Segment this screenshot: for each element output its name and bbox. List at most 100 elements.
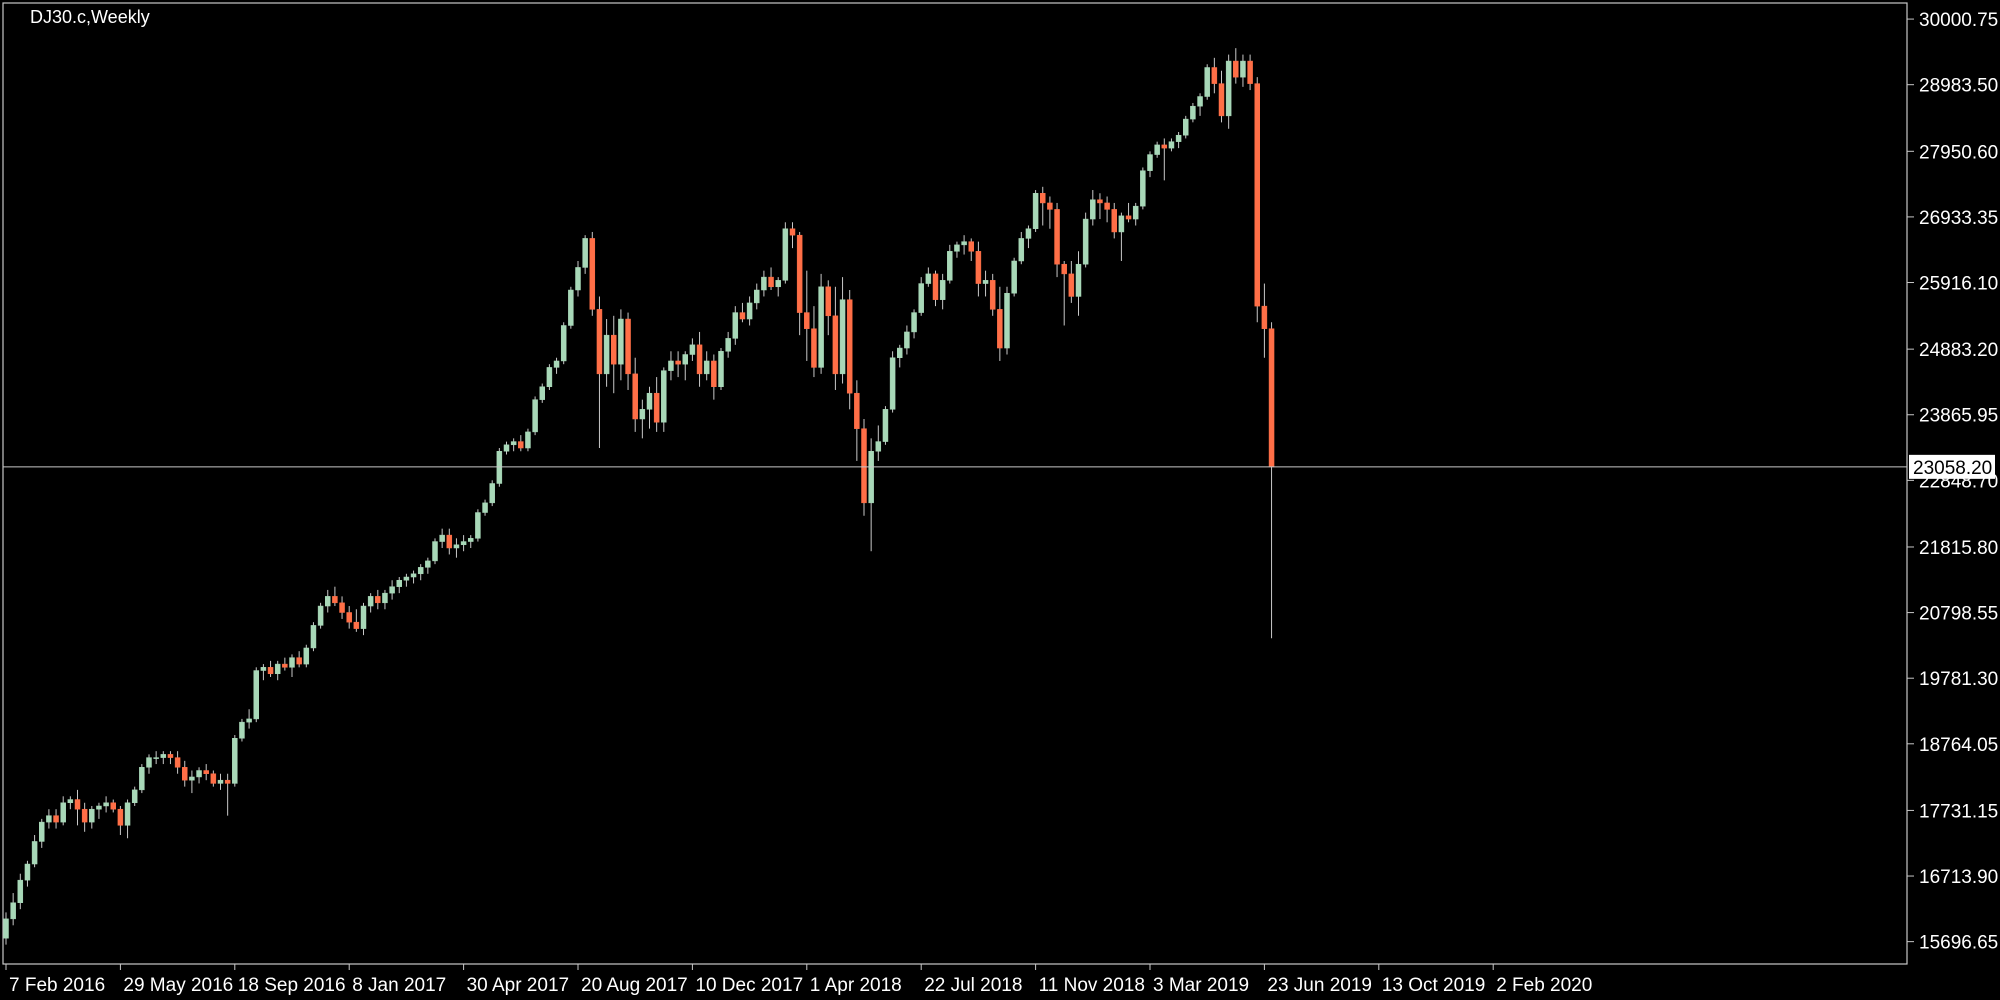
- bear-candle-body: [975, 251, 982, 284]
- bull-candle-body: [553, 360, 560, 368]
- bull-candle-body: [146, 757, 152, 768]
- bear-candle-body: [296, 657, 302, 665]
- bull-candle-body: [46, 815, 52, 823]
- bull-candle-body: [954, 244, 960, 252]
- bear-candle-body: [989, 280, 996, 310]
- bull-candle-body: [546, 367, 553, 388]
- bear-candle-body: [1111, 209, 1117, 233]
- bull-candle-body: [31, 841, 38, 865]
- bull-candle-body: [1183, 118, 1189, 136]
- x-tick-label: 22 Jul 2018: [924, 975, 1022, 996]
- bull-candle-body: [17, 879, 24, 903]
- bull-candle-body: [782, 228, 789, 281]
- bear-candle-body: [203, 770, 209, 774]
- bull-candle-body: [532, 399, 538, 433]
- y-tick-label: 20798.55: [1919, 604, 1998, 625]
- x-tick-label: 20 Aug 2017: [581, 975, 688, 996]
- plot-frame: [2, 2, 1908, 965]
- price-chart-plot[interactable]: [2, 2, 1908, 965]
- bear-candle-body: [589, 238, 596, 310]
- bear-candle-body: [854, 392, 860, 429]
- bull-candle-body: [775, 280, 781, 288]
- bear-candle-body: [353, 621, 360, 629]
- bull-candle-body: [289, 657, 295, 668]
- x-tick-label: 30 Apr 2017: [467, 975, 569, 996]
- bear-candle-body: [375, 596, 381, 604]
- bull-candle-body: [639, 409, 646, 420]
- bear-candle-body: [932, 273, 939, 300]
- y-tick-label: 16713.90: [1919, 867, 1998, 888]
- bull-candle-body: [196, 770, 202, 778]
- bear-candle-body: [596, 309, 603, 375]
- bull-candle-body: [425, 560, 431, 568]
- bull-candle-body: [1140, 170, 1146, 207]
- bull-candle-body: [918, 283, 924, 313]
- bull-candle-body: [897, 347, 903, 358]
- bull-candle-body: [317, 605, 324, 626]
- bull-candle-body: [382, 592, 388, 604]
- bull-candle-body: [468, 538, 474, 542]
- bull-candle-body: [575, 267, 581, 291]
- bull-candle-body: [718, 351, 724, 388]
- current-price-label-box: [1909, 454, 1995, 479]
- x-tick-label: 1 Apr 2018: [810, 975, 902, 996]
- bull-candle-body: [961, 241, 967, 246]
- bear-candle-body: [1211, 67, 1218, 84]
- bull-candle-body: [217, 779, 224, 784]
- bull-candle-body: [360, 605, 367, 629]
- y-tick-label: 23865.95: [1919, 406, 1998, 427]
- bear-candle-body: [1104, 202, 1110, 210]
- bull-candle-body: [417, 567, 424, 575]
- bull-candle-body: [67, 799, 74, 804]
- bull-candle-body: [367, 596, 374, 607]
- bear-candle-body: [789, 228, 796, 236]
- x-tick-label: 7 Feb 2016: [9, 975, 105, 996]
- y-tick-label: 28983.50: [1919, 76, 1998, 97]
- bull-candle-body: [453, 544, 460, 549]
- bull-candle-body: [947, 251, 953, 281]
- bull-candle-body: [410, 573, 417, 578]
- bull-candle-body: [432, 541, 438, 562]
- bear-candle-body: [346, 612, 352, 623]
- bull-candle-body: [10, 902, 16, 920]
- bull-candle-body: [439, 534, 445, 542]
- bear-candle-body: [796, 234, 803, 313]
- chart-title: DJ30.c,Weekly: [30, 7, 150, 27]
- bull-candle-body: [246, 718, 252, 723]
- bull-candle-body: [875, 441, 882, 452]
- bull-candle-body: [503, 444, 510, 452]
- bear-candle-body: [1054, 209, 1060, 265]
- bull-candle-body: [1154, 144, 1160, 155]
- bull-candle-body: [103, 802, 109, 807]
- y-tick-label: 30000.75: [1919, 10, 1998, 31]
- bear-candle-body: [182, 767, 188, 781]
- y-tick-label: 21815.80: [1919, 538, 1998, 559]
- bull-candle-body: [496, 451, 503, 484]
- axes-group: 30000.75 28983.50 27950.60 26933.35 25916.10…: [3, 10, 1998, 996]
- bear-candle-body: [811, 328, 817, 368]
- bull-candle-body: [303, 647, 310, 665]
- bull-candle-body: [396, 579, 402, 587]
- bull-candle-body: [139, 767, 145, 791]
- bull-candle-body: [24, 863, 31, 881]
- bull-candle-body: [603, 334, 610, 375]
- bear-candle-body: [846, 299, 853, 394]
- x-tick-label: 18 Sep 2016: [238, 975, 346, 996]
- bull-candle-body: [1225, 60, 1232, 117]
- bull-candle-body: [839, 299, 846, 375]
- bull-candle-body: [39, 821, 45, 842]
- bear-candle-body: [611, 334, 617, 365]
- y-tick-label: 24883.20: [1919, 340, 1998, 361]
- bull-candle-body: [911, 312, 917, 333]
- bull-candle-body: [882, 409, 889, 442]
- x-tick-label: 13 Oct 2019: [1382, 975, 1486, 996]
- x-tick-label: 10 Dec 2017: [695, 975, 803, 996]
- x-tick-label: 2 Feb 2020: [1496, 975, 1592, 996]
- bear-candle-body: [339, 602, 345, 613]
- bull-candle-body: [1090, 199, 1096, 220]
- bear-candle-body: [653, 392, 660, 423]
- bull-candle-body: [868, 451, 874, 504]
- x-tick-label: 23 Jun 2019: [1267, 975, 1372, 996]
- bull-candle-body: [668, 360, 674, 371]
